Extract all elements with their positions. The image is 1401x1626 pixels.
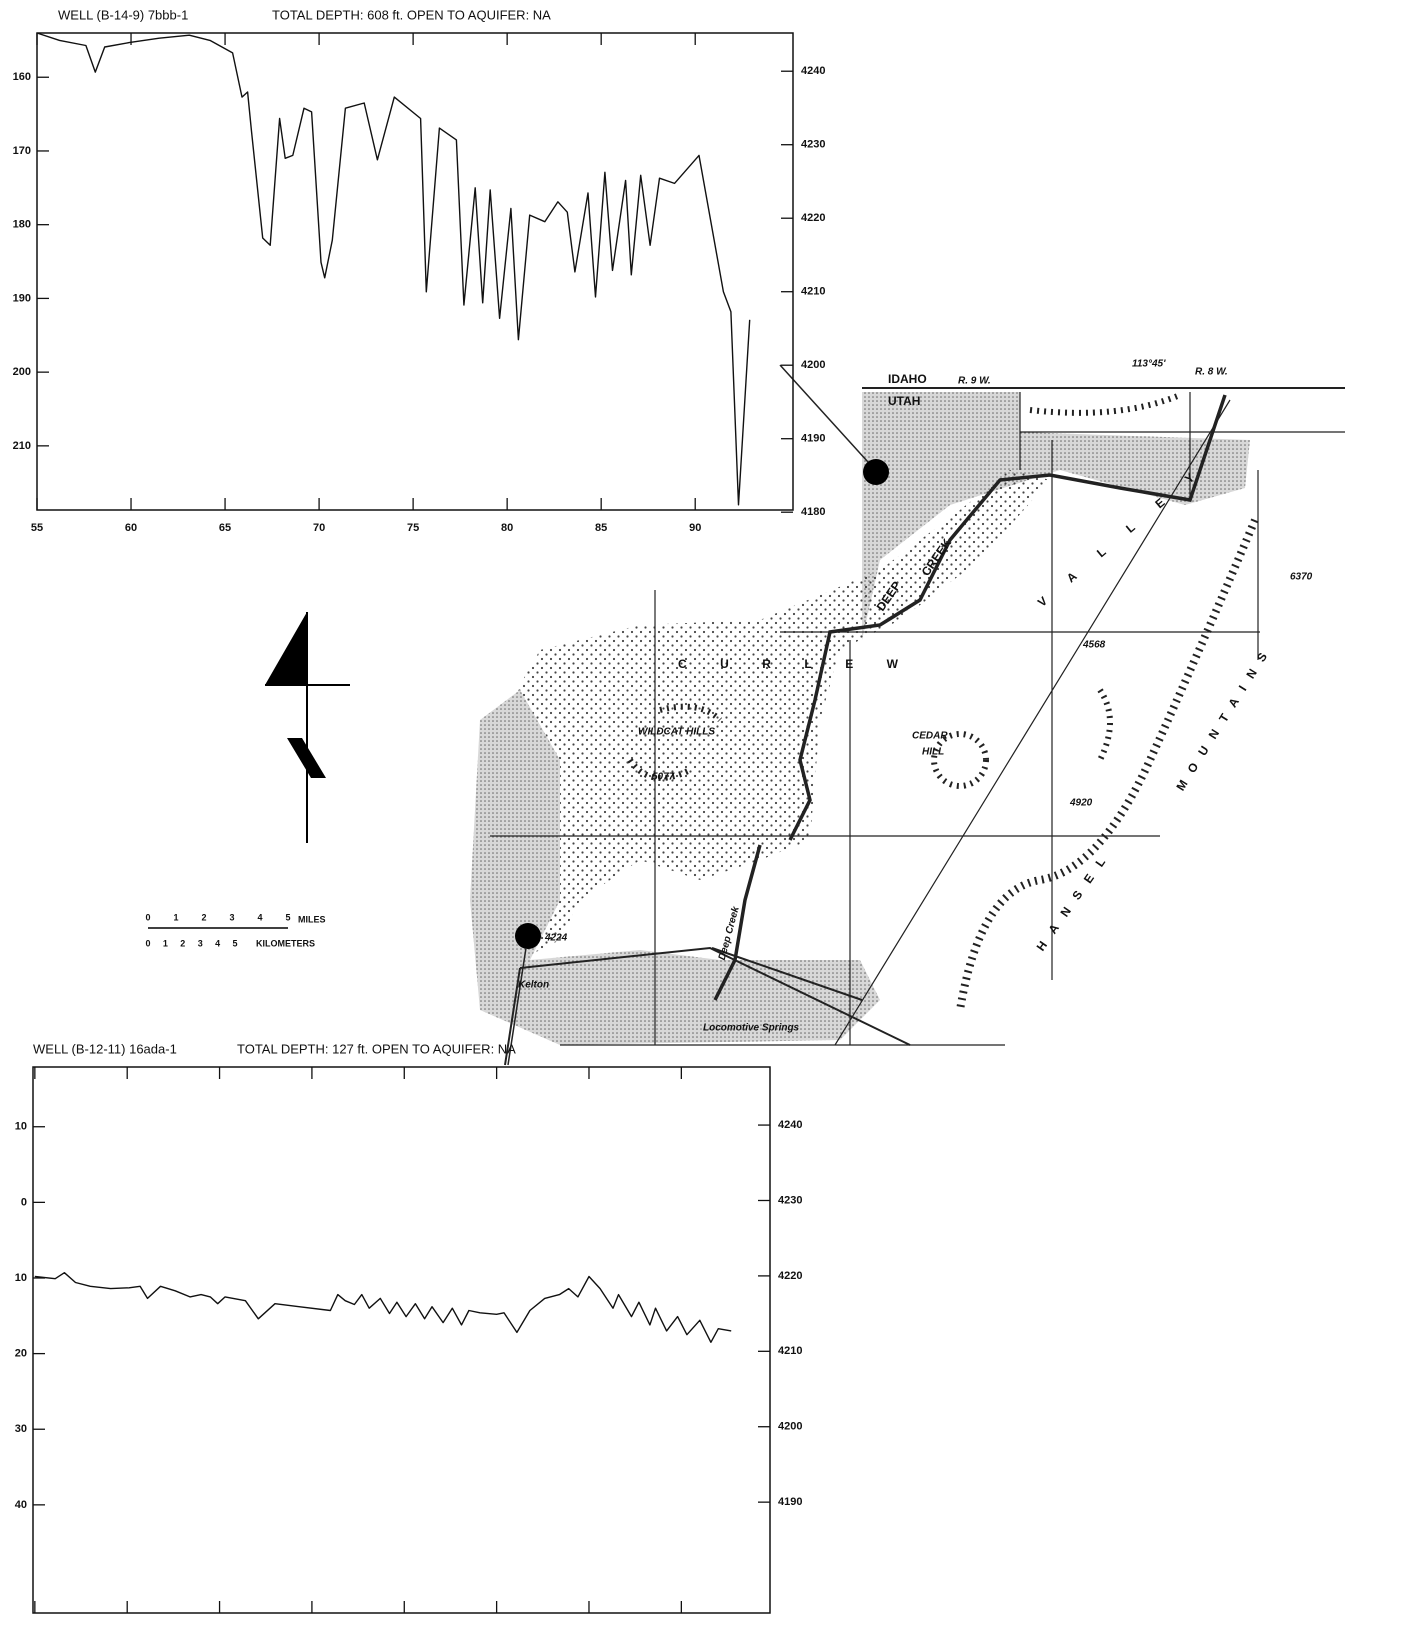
x-tick-label: 65 (213, 1625, 225, 1626)
township-lines (490, 392, 1345, 1046)
y-tick-label: 170 (13, 145, 31, 157)
x-tick-label: 85 (595, 522, 607, 534)
x-tick-label: 55 (31, 522, 43, 534)
x-tick-label: 60 (121, 1625, 133, 1626)
y2-tick-label: 4230 (801, 139, 825, 151)
x-tick-label: 55 (29, 1625, 41, 1626)
scale-unit: MILES (298, 914, 326, 924)
scale-number: 5 (232, 938, 237, 948)
y2-tick-label: 4200 (778, 1421, 802, 1433)
y2-tick-label: 4220 (778, 1270, 802, 1282)
well-location (515, 923, 541, 949)
map-label: 6370 (1290, 572, 1313, 583)
y2-tick-label: 4180 (801, 506, 825, 518)
y2-tick-label: 4210 (778, 1345, 802, 1357)
map-label: WILDCAT HILLS (638, 727, 715, 738)
y2-tick-label: 4200 (801, 359, 825, 371)
scale-number: 2 (201, 912, 206, 922)
map-label: Locomotive Springs (703, 1023, 800, 1034)
x-tick-label: 60 (125, 522, 137, 534)
y-tick-label: 20 (15, 1348, 27, 1360)
map-label: 4920 (1069, 798, 1093, 809)
map-label: UTAH (888, 394, 920, 408)
x-tick-label: 65 (219, 522, 231, 534)
scale-number: 0 (145, 938, 150, 948)
scale-number: 1 (163, 938, 168, 948)
y2-tick-label: 4220 (801, 212, 825, 224)
scale-number: 5 (285, 912, 290, 922)
map-label: 113°45' (1132, 359, 1166, 370)
data-line (36, 32, 751, 506)
y-tick-label: 30 (15, 1423, 27, 1435)
y-tick-label: 160 (13, 71, 31, 83)
map (470, 364, 1345, 1066)
alluvium (490, 470, 1050, 960)
map-label: CEDAR (912, 731, 948, 742)
scale-bar: MILES KILOMETERS 0 1 2 3 4 5 0 1 2 3 4 5 (145, 912, 325, 948)
scale-number: 4 (257, 912, 262, 922)
data-line (34, 1272, 732, 1343)
x-tick-label: 90 (689, 522, 701, 534)
x-tick-label: 85 (583, 1625, 595, 1626)
y2-tick-label: 4190 (801, 433, 825, 445)
scale-number: 3 (198, 938, 203, 948)
leader-line (507, 947, 527, 1066)
map-label: IDAHO (888, 372, 927, 386)
scale-number: 3 (229, 912, 234, 922)
y2-tick-label: 4230 (778, 1194, 802, 1206)
scale-number: 1 (173, 912, 178, 922)
chart-title: WELL (B-14-9) 7bbb-1 (58, 7, 188, 22)
x-tick-label: 70 (313, 522, 325, 534)
dense-alluvium-south (470, 690, 880, 1045)
hansel-mountains (956, 518, 1259, 1011)
scale-number: 2 (180, 938, 185, 948)
y2-tick-label: 4240 (778, 1119, 802, 1131)
y2-tick-label: 4190 (778, 1496, 802, 1508)
north-arrow (265, 612, 350, 843)
map-label: HILL (922, 747, 944, 758)
y-tick-label: 190 (13, 292, 31, 304)
x-tick-label: 80 (491, 1625, 503, 1626)
y-tick-label: 10 (15, 1272, 27, 1284)
plot-frame (32, 1066, 771, 1614)
plot-frame (36, 32, 794, 511)
chart-title: WELL (B-12-11) 16ada-1 (33, 1041, 177, 1056)
map-label: R. 8 W. (1195, 367, 1228, 378)
y-tick-label: 210 (13, 440, 31, 452)
deep-creek (713, 394, 1227, 1001)
chart-subtitle: TOTAL DEPTH: 127 ft. OPEN TO AQUIFER: NA (237, 1041, 516, 1056)
well-location (863, 459, 889, 485)
y-tick-label: 0 (21, 1196, 27, 1208)
y2-tick-label: 4240 (801, 65, 825, 77)
y-tick-label: 200 (13, 366, 31, 378)
x-tick-label: 90 (675, 1625, 687, 1626)
y-tick-label: 180 (13, 219, 31, 231)
scale-number: 0 (145, 912, 150, 922)
scale-number: 4 (215, 938, 220, 948)
map-label: 4568 (1082, 640, 1106, 651)
chart-subtitle: TOTAL DEPTH: 608 ft. OPEN TO AQUIFER: NA (272, 7, 551, 22)
x-tick-label: 70 (306, 1625, 318, 1626)
map-label: HANSEL (1034, 855, 1109, 953)
cedar-hill (931, 731, 989, 789)
x-tick-label: 80 (501, 522, 513, 534)
x-tick-label: 75 (407, 522, 419, 534)
map-label: Kelton (518, 980, 549, 991)
y-tick-label: 10 (15, 1121, 27, 1133)
map-label: 4224 (544, 933, 568, 944)
map-label: MOUNTAINS (1173, 650, 1270, 793)
leader-line (779, 364, 869, 463)
map-label: 5077 (652, 772, 675, 783)
dense-alluvium (862, 392, 1250, 640)
y-tick-label: 40 (15, 1499, 27, 1511)
map-label: R. 9 W. (958, 376, 991, 387)
scale-unit: KILOMETERS (256, 938, 315, 948)
y2-tick-label: 4210 (801, 286, 825, 298)
x-tick-label: 75 (398, 1625, 410, 1626)
